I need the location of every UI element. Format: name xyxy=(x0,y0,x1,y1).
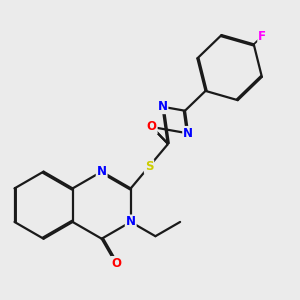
Text: N: N xyxy=(183,127,193,140)
Text: S: S xyxy=(145,160,153,173)
Text: N: N xyxy=(97,165,107,178)
Text: N: N xyxy=(126,215,136,228)
Text: N: N xyxy=(158,100,167,113)
Text: F: F xyxy=(258,30,266,43)
Text: O: O xyxy=(111,257,121,270)
Text: O: O xyxy=(147,120,157,134)
